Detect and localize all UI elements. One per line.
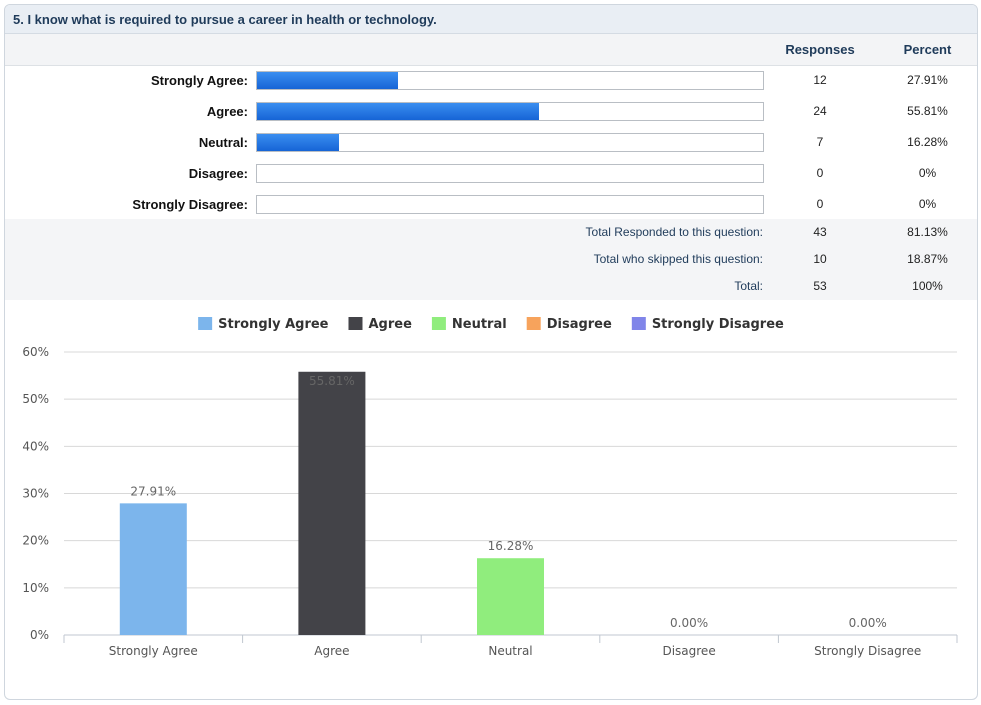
totals-label: Total Responded to this question: — [585, 225, 763, 239]
data-label: 27.91% — [130, 484, 176, 498]
totals-responses: 10 — [813, 252, 827, 266]
data-label: 16.28% — [488, 539, 534, 553]
totals-row: Total Responded to this question: 43 81.13… — [5, 219, 977, 246]
totals-responses: 43 — [813, 225, 827, 239]
row-percent: 27.91% — [907, 73, 948, 87]
legend-swatch — [526, 317, 541, 330]
totals-label: Total: — [734, 279, 763, 293]
data-label: 55.81% — [309, 374, 355, 388]
legend-label: Disagree — [547, 317, 612, 332]
chart-svg: Strongly Agree Agree Neutral Disagree Strong… — [22, 317, 958, 658]
row-label: Strongly Agree: — [150, 73, 248, 88]
totals-row: Total who skipped this question: 10 18.87% — [5, 246, 977, 273]
progress-track — [256, 164, 764, 183]
data-label: 0.00% — [670, 616, 708, 630]
progress-track — [256, 195, 764, 214]
totals-responses: 53 — [813, 279, 827, 293]
row-label: Agree: — [206, 104, 248, 119]
totals-section: Total Responded to this question: 43 81.13… — [5, 219, 977, 300]
data-label: 0.00% — [849, 616, 887, 630]
totals-percent: 100% — [912, 279, 943, 293]
legend-label: Agree — [368, 317, 412, 332]
progress-fill — [257, 134, 340, 151]
table-row: Agree: 24 55.81% — [5, 96, 977, 127]
x-tick-label: Disagree — [662, 644, 715, 658]
legend-label: Strongly Agree — [218, 317, 329, 332]
row-responses: 7 — [816, 135, 824, 149]
totals-percent: 18.87% — [907, 252, 948, 266]
table-row: Disagree: 0 0% — [5, 158, 977, 189]
question-title: 5. I know what is required to pursue a c… — [5, 5, 977, 34]
bar — [477, 558, 544, 635]
y-tick-label: 50% — [22, 392, 49, 406]
question-panel: 5. I know what is required to pursue a c… — [4, 4, 978, 700]
row-responses: 0 — [816, 197, 824, 211]
table-header: Responses Percent — [5, 34, 977, 66]
row-label: Neutral: — [198, 135, 248, 150]
x-tick-label: Strongly Disagree — [814, 644, 921, 658]
legend-swatch — [348, 317, 363, 330]
legend-label: Neutral — [452, 317, 507, 332]
table-row: Strongly Agree: 12 27.91% — [5, 65, 977, 96]
x-tick-label: Neutral — [488, 644, 532, 658]
totals-label: Total who skipped this question: — [593, 252, 763, 266]
totals-row: Total: 53 100% — [5, 273, 977, 300]
bar — [298, 371, 366, 635]
row-percent: 16.28% — [907, 135, 948, 149]
totals-percent: 81.13% — [907, 225, 948, 239]
legend-label: Strongly Disagree — [652, 317, 784, 332]
progress-track — [256, 133, 764, 152]
row-percent: 55.81% — [907, 104, 948, 118]
responses-header: Responses — [785, 42, 855, 57]
progress-fill — [257, 103, 540, 120]
progress-fill — [257, 72, 399, 89]
row-percent: 0% — [918, 166, 937, 180]
legend-swatch — [431, 317, 446, 330]
row-percent: 0% — [918, 197, 937, 211]
y-tick-label: 20% — [22, 534, 49, 548]
progress-track — [256, 71, 764, 90]
y-tick-label: 40% — [22, 439, 49, 453]
legend-swatch — [631, 317, 646, 330]
row-responses: 12 — [813, 73, 827, 87]
y-tick-label: 10% — [22, 581, 49, 595]
y-tick-label: 0% — [30, 628, 49, 642]
x-tick-label: Strongly Agree — [109, 644, 198, 658]
table-row: Neutral: 7 16.28% — [5, 127, 977, 158]
row-responses: 24 — [813, 104, 827, 118]
row-label: Disagree: — [188, 166, 248, 181]
percent-header: Percent — [903, 42, 952, 57]
row-responses: 0 — [816, 166, 824, 180]
bar-chart: Strongly Agree Agree Neutral Disagree Strong… — [5, 300, 977, 695]
y-tick-label: 30% — [22, 487, 49, 501]
bar — [119, 503, 187, 635]
legend-swatch — [198, 317, 213, 330]
row-label: Strongly Disagree: — [132, 197, 248, 212]
x-tick-label: Agree — [314, 644, 349, 658]
y-tick-label: 60% — [22, 345, 49, 359]
progress-track — [256, 102, 764, 121]
table-row: Strongly Disagree: 0 0% — [5, 189, 977, 220]
